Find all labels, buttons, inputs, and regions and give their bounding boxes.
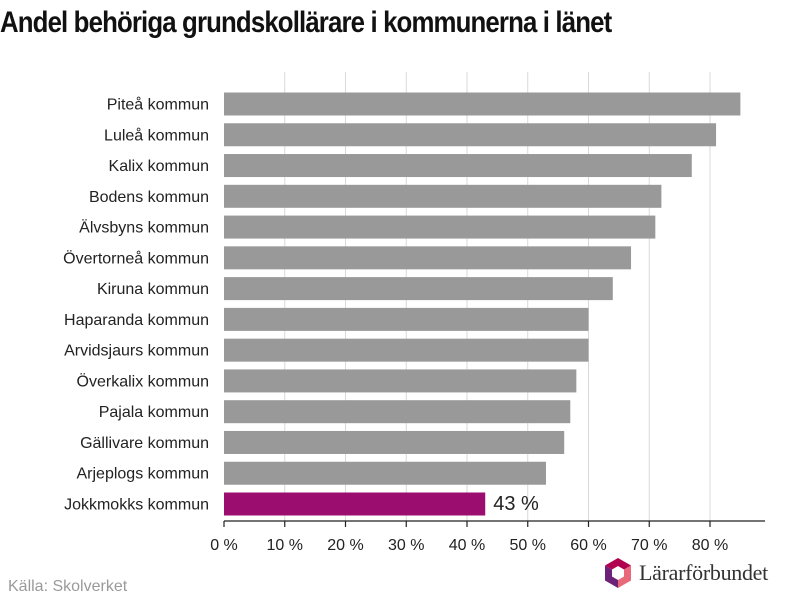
bar-1: [224, 123, 717, 147]
bar-13: [224, 492, 486, 516]
bar-10: [224, 400, 571, 424]
category-label-9: Överkalix kommun: [77, 372, 209, 390]
x-tick-label-50: 50 %: [510, 537, 546, 554]
category-label-11: Gällivare kommun: [80, 435, 209, 452]
chart-title: Andel behöriga grundskollärare i kommune…: [0, 6, 612, 39]
bar-6: [224, 277, 613, 301]
bar-8: [224, 338, 589, 362]
x-tick-label-30: 30 %: [388, 537, 424, 554]
bar-11: [224, 430, 565, 454]
category-label-8: Arvidsjaurs kommun: [64, 343, 209, 360]
category-label-7: Haparanda kommun: [64, 312, 209, 329]
bar-2: [224, 154, 692, 178]
category-label-1: Luleå kommun: [104, 126, 209, 144]
category-label-2: Kalix kommun: [109, 158, 209, 175]
bar-7: [224, 307, 589, 331]
bar-9: [224, 369, 577, 393]
x-tick-label-40: 40 %: [449, 537, 485, 554]
data-label-highlight: 43 %: [493, 493, 539, 515]
category-label-3: Bodens kommun: [89, 189, 209, 206]
x-tick-label-10: 10 %: [267, 537, 303, 554]
logo-wordmark: Lärarförbundet: [639, 560, 768, 585]
bar-4: [224, 215, 656, 239]
category-label-6: Kiruna kommun: [97, 281, 209, 298]
category-label-4: Älvsbyns kommun: [79, 219, 209, 237]
x-tick-label-70: 70 %: [631, 537, 667, 554]
bar-12: [224, 461, 546, 485]
source-note: Källa: Skolverket: [8, 578, 128, 595]
bar-0: [224, 92, 741, 116]
x-tick-label-20: 20 %: [327, 537, 363, 554]
category-label-12: Arjeplogs kommun: [77, 466, 210, 483]
category-label-0: Piteå kommun: [107, 96, 209, 114]
publisher-logo: Lärarförbundet: [603, 557, 768, 589]
bar-3: [224, 184, 662, 208]
bar-5: [224, 246, 632, 270]
category-label-10: Pajala kommun: [99, 404, 209, 421]
category-label-13: Jokkmokks kommun: [64, 497, 209, 514]
laerarfoerbundet-logo-icon: [605, 558, 631, 588]
x-tick-label-0: 0 %: [210, 537, 238, 554]
x-tick-label-80: 80 %: [692, 537, 728, 554]
category-label-5: Övertorneå kommun: [63, 249, 209, 267]
x-tick-label-60: 60 %: [570, 537, 606, 554]
